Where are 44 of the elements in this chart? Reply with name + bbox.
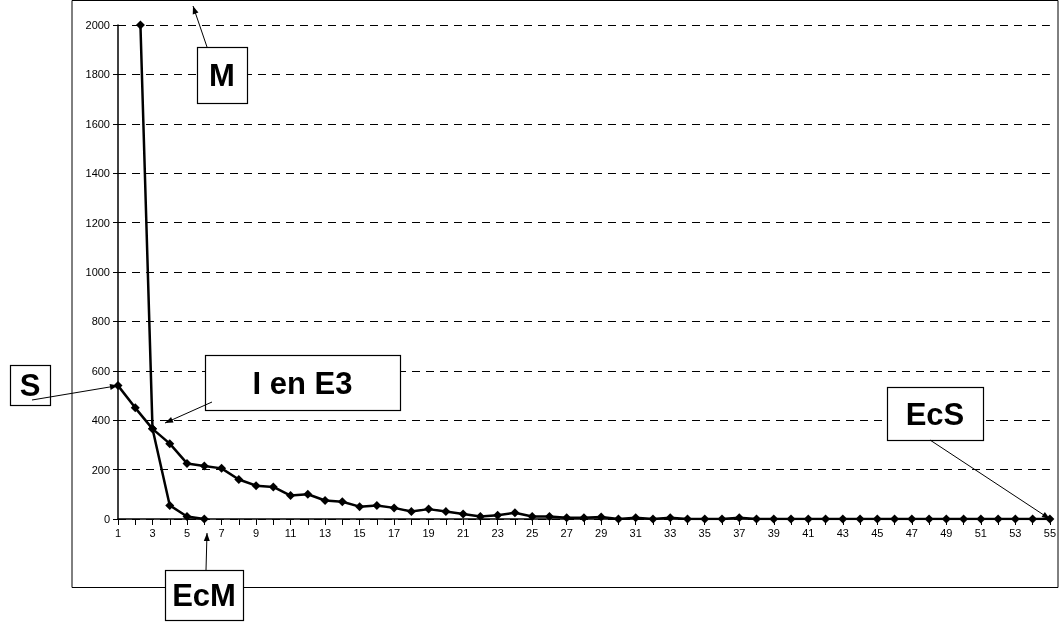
x-tick-label: 33 [664,526,677,539]
x-tick-label: 11 [284,526,297,539]
x-tick-label: 55 [1043,526,1057,539]
x-tick-label: 43 [836,526,849,539]
x-tick-label: 45 [871,526,884,539]
x-tick-label: 19 [422,526,435,539]
x-tick-label: 25 [526,526,539,539]
x-tick-label: 49 [940,526,953,539]
x-tick-label: 5 [183,526,191,539]
x-tick-label: 37 [733,526,746,539]
y-tick-label: 1800 [85,68,110,81]
x-tick-label: 27 [560,526,573,539]
x-tick-label: 31 [629,526,642,539]
y-tick-label: 1000 [85,266,110,278]
x-tick-label: 3 [149,526,156,539]
x-tick-label: 7 [218,526,225,539]
x-tick-label: 53 [1009,526,1022,539]
y-tick-label: 0 [103,513,110,525]
x-tick-label: 29 [595,526,608,539]
x-tick-label: 13 [318,526,332,539]
x-tick-label: 9 [252,526,260,539]
x-tick-label: 21 [457,526,470,539]
x-tick-label: 47 [905,526,918,539]
x-tick-label: 15 [353,526,366,539]
x-tick-label: 41 [802,526,815,539]
x-tick-label: 1 [114,526,122,539]
x-tick-label: 51 [974,526,987,539]
y-tick-label: 600 [91,364,110,377]
x-tick-label: 17 [387,526,401,539]
annotation: EcS [905,396,965,432]
y-tick-label: 400 [91,414,110,427]
y-tick-label: 800 [91,315,110,328]
y-tick-label: 2000 [85,19,110,31]
x-tick-label: 23 [491,526,504,539]
y-tick-label: 1600 [85,117,110,130]
annotation: S [19,368,41,403]
y-tick-label: 200 [91,463,110,476]
text: EcM [172,578,236,613]
x-tick-label: 35 [698,526,711,539]
y-tick-label: 1200 [85,216,110,229]
x-tick-label: 39 [767,526,780,539]
y-tick-label: 1400 [85,167,110,180]
annotation: I en E3 [252,365,353,401]
annotation: M [209,58,235,93]
